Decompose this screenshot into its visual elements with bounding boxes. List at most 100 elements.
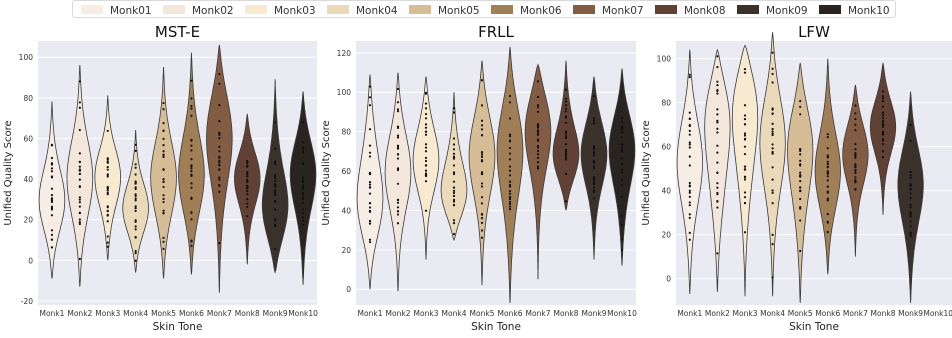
observation-point [424, 159, 428, 163]
observation-point [246, 165, 249, 168]
observation-point [688, 213, 691, 216]
observation-point [162, 247, 165, 251]
observation-point [536, 149, 540, 153]
observation-point [274, 176, 277, 179]
observation-point [218, 161, 221, 164]
violin-monk1 [38, 101, 66, 279]
observation-point [134, 173, 137, 176]
observation-point [218, 176, 221, 179]
inner-points-monk6 [826, 133, 829, 234]
legend-label: Monk06 [520, 5, 562, 17]
observation-point [134, 180, 137, 183]
observation-point [881, 116, 885, 120]
observation-point [716, 151, 719, 154]
observation-point [909, 203, 912, 206]
observation-point [564, 135, 568, 138]
violin-monk10 [608, 68, 636, 266]
observation-point [50, 200, 54, 204]
observation-point [881, 143, 885, 146]
observation-point [106, 175, 109, 178]
legend: Monk01 Monk02 Monk03 Monk04 Monk05 Monk06 Monk… [72, 0, 896, 18]
observation-point [246, 178, 249, 181]
observation-point [246, 198, 249, 201]
violin-monk2 [66, 65, 94, 287]
x-tick-label: Monk8 [554, 309, 579, 318]
observation-point [50, 193, 54, 197]
observation-point [190, 167, 193, 170]
observation-point [564, 156, 568, 159]
observation-point [564, 154, 568, 157]
observation-point [78, 178, 81, 181]
observation-point [881, 113, 885, 117]
observation-point [508, 174, 512, 177]
observation-point [854, 142, 857, 146]
observation-point [246, 187, 249, 190]
legend-swatch [573, 5, 595, 14]
x-axis-label: Skin Tone [789, 321, 839, 333]
observation-point [826, 199, 829, 202]
x-tick-label: Monk10 [923, 309, 952, 318]
observation-point [508, 117, 512, 120]
observation-point [78, 220, 81, 224]
observation-point [274, 225, 277, 228]
observation-point [826, 175, 829, 178]
observation-point [620, 131, 624, 134]
observation-point [564, 115, 568, 118]
observation-point [301, 163, 305, 166]
observation-point [246, 175, 249, 178]
observation-point [50, 144, 54, 147]
observation-point [620, 214, 624, 217]
observation-point [620, 184, 624, 187]
x-tick-label: Monk9 [898, 309, 923, 318]
observation-point [592, 182, 596, 185]
legend-label: Monk02 [192, 5, 234, 17]
observation-point [190, 239, 193, 242]
observation-point [246, 180, 249, 183]
observation-point [246, 215, 249, 218]
observation-point [162, 144, 165, 147]
observation-point [909, 176, 912, 180]
observation-point [106, 235, 109, 238]
observation-point [452, 171, 456, 174]
observation-point [592, 117, 596, 120]
observation-point [620, 128, 624, 131]
observation-point [592, 94, 596, 98]
observation-point [716, 182, 719, 185]
observation-point [190, 170, 193, 173]
observation-point [536, 104, 540, 107]
observation-point [190, 186, 193, 189]
y-tick-label: 0 [666, 275, 671, 284]
chart-panel-lfw: 0 20 40 60 80 100 LFW Skin Tone Unified Quality … [641, 23, 952, 333]
observation-point [50, 207, 54, 210]
chart-panel-frll: 0 20 40 60 80 100 120 FRLL Skin Tone Unified Qual… [321, 23, 637, 333]
observation-point [508, 195, 512, 198]
x-tick-label: Monk4 [123, 309, 148, 318]
x-tick-label: Monk6 [815, 309, 840, 318]
observation-point [771, 189, 774, 192]
observation-point [218, 168, 221, 171]
observation-point [78, 185, 81, 189]
observation-point [771, 143, 774, 146]
observation-point [218, 133, 221, 136]
legend-entry: Monk04 [327, 5, 398, 17]
observation-point [688, 195, 691, 198]
observation-point [162, 101, 165, 105]
observation-point [134, 199, 137, 202]
observation-point [688, 164, 691, 167]
observation-point [134, 149, 137, 152]
observation-point [743, 152, 747, 156]
x-tick-label: Monk7 [526, 309, 551, 318]
legend-swatch [163, 5, 185, 14]
observation-point [301, 141, 305, 144]
violin-monk1 [676, 49, 703, 295]
observation-point [368, 104, 372, 107]
x-tick-label: Monk1 [677, 309, 702, 318]
observation-point [771, 150, 774, 154]
observation-point [301, 219, 305, 222]
observation-point [480, 221, 484, 224]
observation-point [424, 150, 428, 153]
observation-point [826, 190, 829, 193]
observation-point [799, 99, 802, 103]
legend-entry: Monk02 [163, 5, 234, 17]
observation-point [881, 105, 885, 108]
